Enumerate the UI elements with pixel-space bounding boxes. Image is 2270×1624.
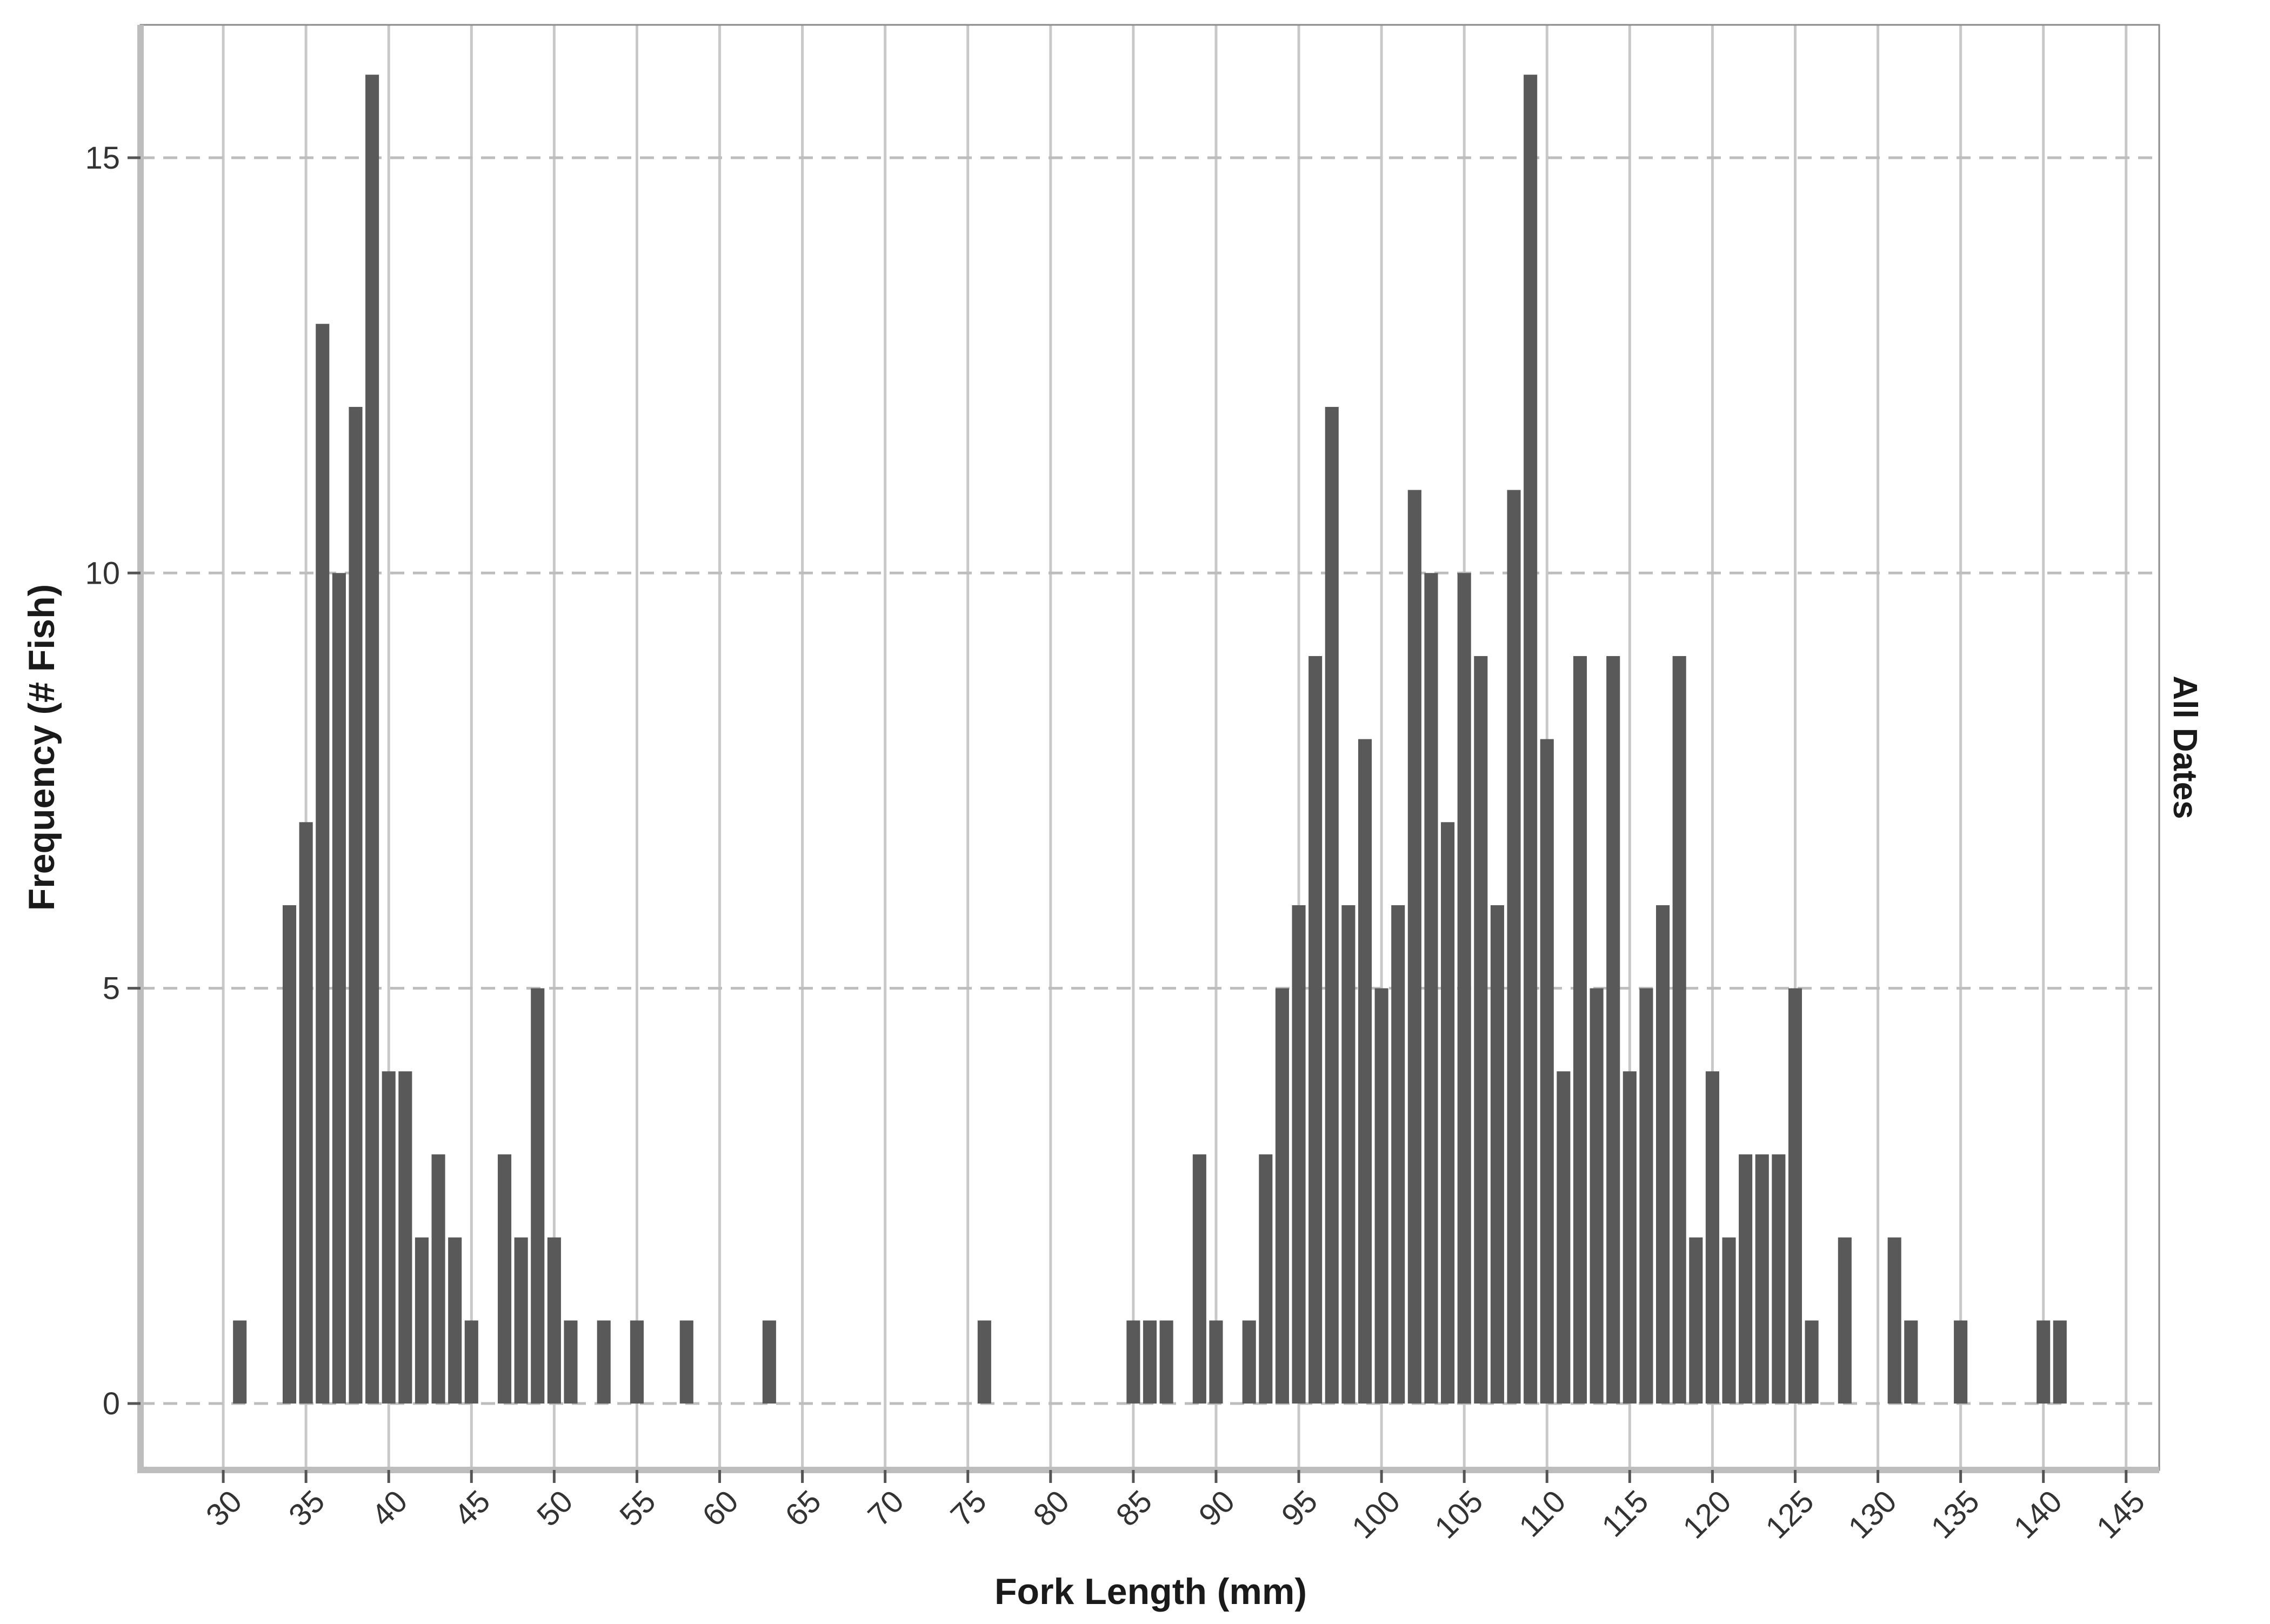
bar-92 — [1242, 1320, 1256, 1404]
bar-58 — [679, 1320, 693, 1404]
bar-89 — [1192, 1154, 1206, 1404]
bar-118 — [1672, 656, 1686, 1404]
bar-104 — [1441, 822, 1455, 1404]
bar-63 — [762, 1320, 776, 1404]
y-tick-label-0: 0 — [103, 1386, 120, 1421]
bar-40 — [382, 1071, 396, 1404]
bar-50 — [547, 1237, 561, 1404]
bar-105 — [1457, 573, 1471, 1404]
bar-36 — [316, 324, 330, 1404]
x-axis-title: Fork Length (mm) — [994, 1571, 1307, 1612]
bar-53 — [597, 1320, 611, 1404]
bar-111 — [1557, 1071, 1571, 1404]
bar-39 — [365, 75, 379, 1404]
bar-119 — [1689, 1237, 1703, 1404]
bar-99 — [1358, 739, 1372, 1404]
bar-128 — [1838, 1237, 1852, 1404]
bar-38 — [349, 406, 363, 1404]
bar-86 — [1143, 1320, 1157, 1404]
bar-112 — [1573, 656, 1587, 1404]
bar-96 — [1308, 656, 1323, 1404]
bar-47 — [497, 1154, 512, 1404]
bar-125 — [1788, 988, 1802, 1404]
bar-34 — [282, 905, 297, 1404]
bar-76 — [977, 1320, 991, 1404]
bar-45 — [464, 1320, 478, 1404]
bar-131 — [1887, 1237, 1901, 1404]
bar-109 — [1524, 75, 1538, 1404]
bar-102 — [1407, 490, 1421, 1404]
bar-113 — [1590, 988, 1604, 1404]
bar-41 — [398, 1071, 412, 1404]
bar-122 — [1739, 1154, 1753, 1404]
facet-strip-label: All Dates — [2166, 676, 2204, 819]
bar-132 — [1904, 1320, 1918, 1404]
bar-93 — [1259, 1154, 1273, 1404]
bar-49 — [531, 988, 545, 1404]
y-axis-title: Frequency (# Fish) — [21, 584, 62, 911]
bar-43 — [431, 1154, 445, 1404]
bars — [233, 75, 2067, 1404]
bar-140 — [2037, 1320, 2051, 1404]
bar-98 — [1341, 905, 1356, 1404]
bar-116 — [1639, 988, 1653, 1404]
bar-124 — [1772, 1154, 1786, 1404]
bar-121 — [1722, 1237, 1736, 1404]
bar-87 — [1159, 1320, 1173, 1404]
bar-37 — [332, 573, 346, 1404]
y-tick-label-10: 10 — [85, 556, 120, 591]
y-tick-label-15: 15 — [85, 141, 120, 176]
bar-117 — [1656, 905, 1670, 1404]
bar-141 — [2053, 1320, 2067, 1404]
bar-107 — [1490, 905, 1504, 1404]
y-tick-label-5: 5 — [103, 971, 120, 1006]
bar-44 — [448, 1237, 462, 1404]
bar-51 — [564, 1320, 578, 1404]
bar-100 — [1374, 988, 1388, 1404]
bar-108 — [1507, 490, 1521, 1404]
bar-90 — [1209, 1320, 1223, 1404]
bar-94 — [1275, 988, 1289, 1404]
bar-135 — [1954, 1320, 1968, 1404]
bar-97 — [1325, 406, 1339, 1404]
axis-labels: Fork Length (mm) Frequency (# Fish) All … — [21, 584, 2204, 1612]
bar-114 — [1606, 656, 1620, 1404]
bar-95 — [1292, 905, 1306, 1404]
bar-120 — [1705, 1071, 1719, 1404]
bar-126 — [1805, 1320, 1819, 1404]
bar-101 — [1391, 905, 1405, 1404]
bar-35 — [299, 822, 313, 1404]
bar-42 — [415, 1237, 429, 1404]
bar-85 — [1126, 1320, 1140, 1404]
bar-123 — [1755, 1154, 1769, 1404]
bar-55 — [630, 1320, 644, 1404]
bar-31 — [233, 1320, 247, 1404]
bar-106 — [1474, 656, 1488, 1404]
bar-115 — [1623, 1071, 1637, 1404]
bar-110 — [1540, 739, 1554, 1404]
bar-103 — [1424, 573, 1438, 1404]
bar-48 — [514, 1237, 528, 1404]
